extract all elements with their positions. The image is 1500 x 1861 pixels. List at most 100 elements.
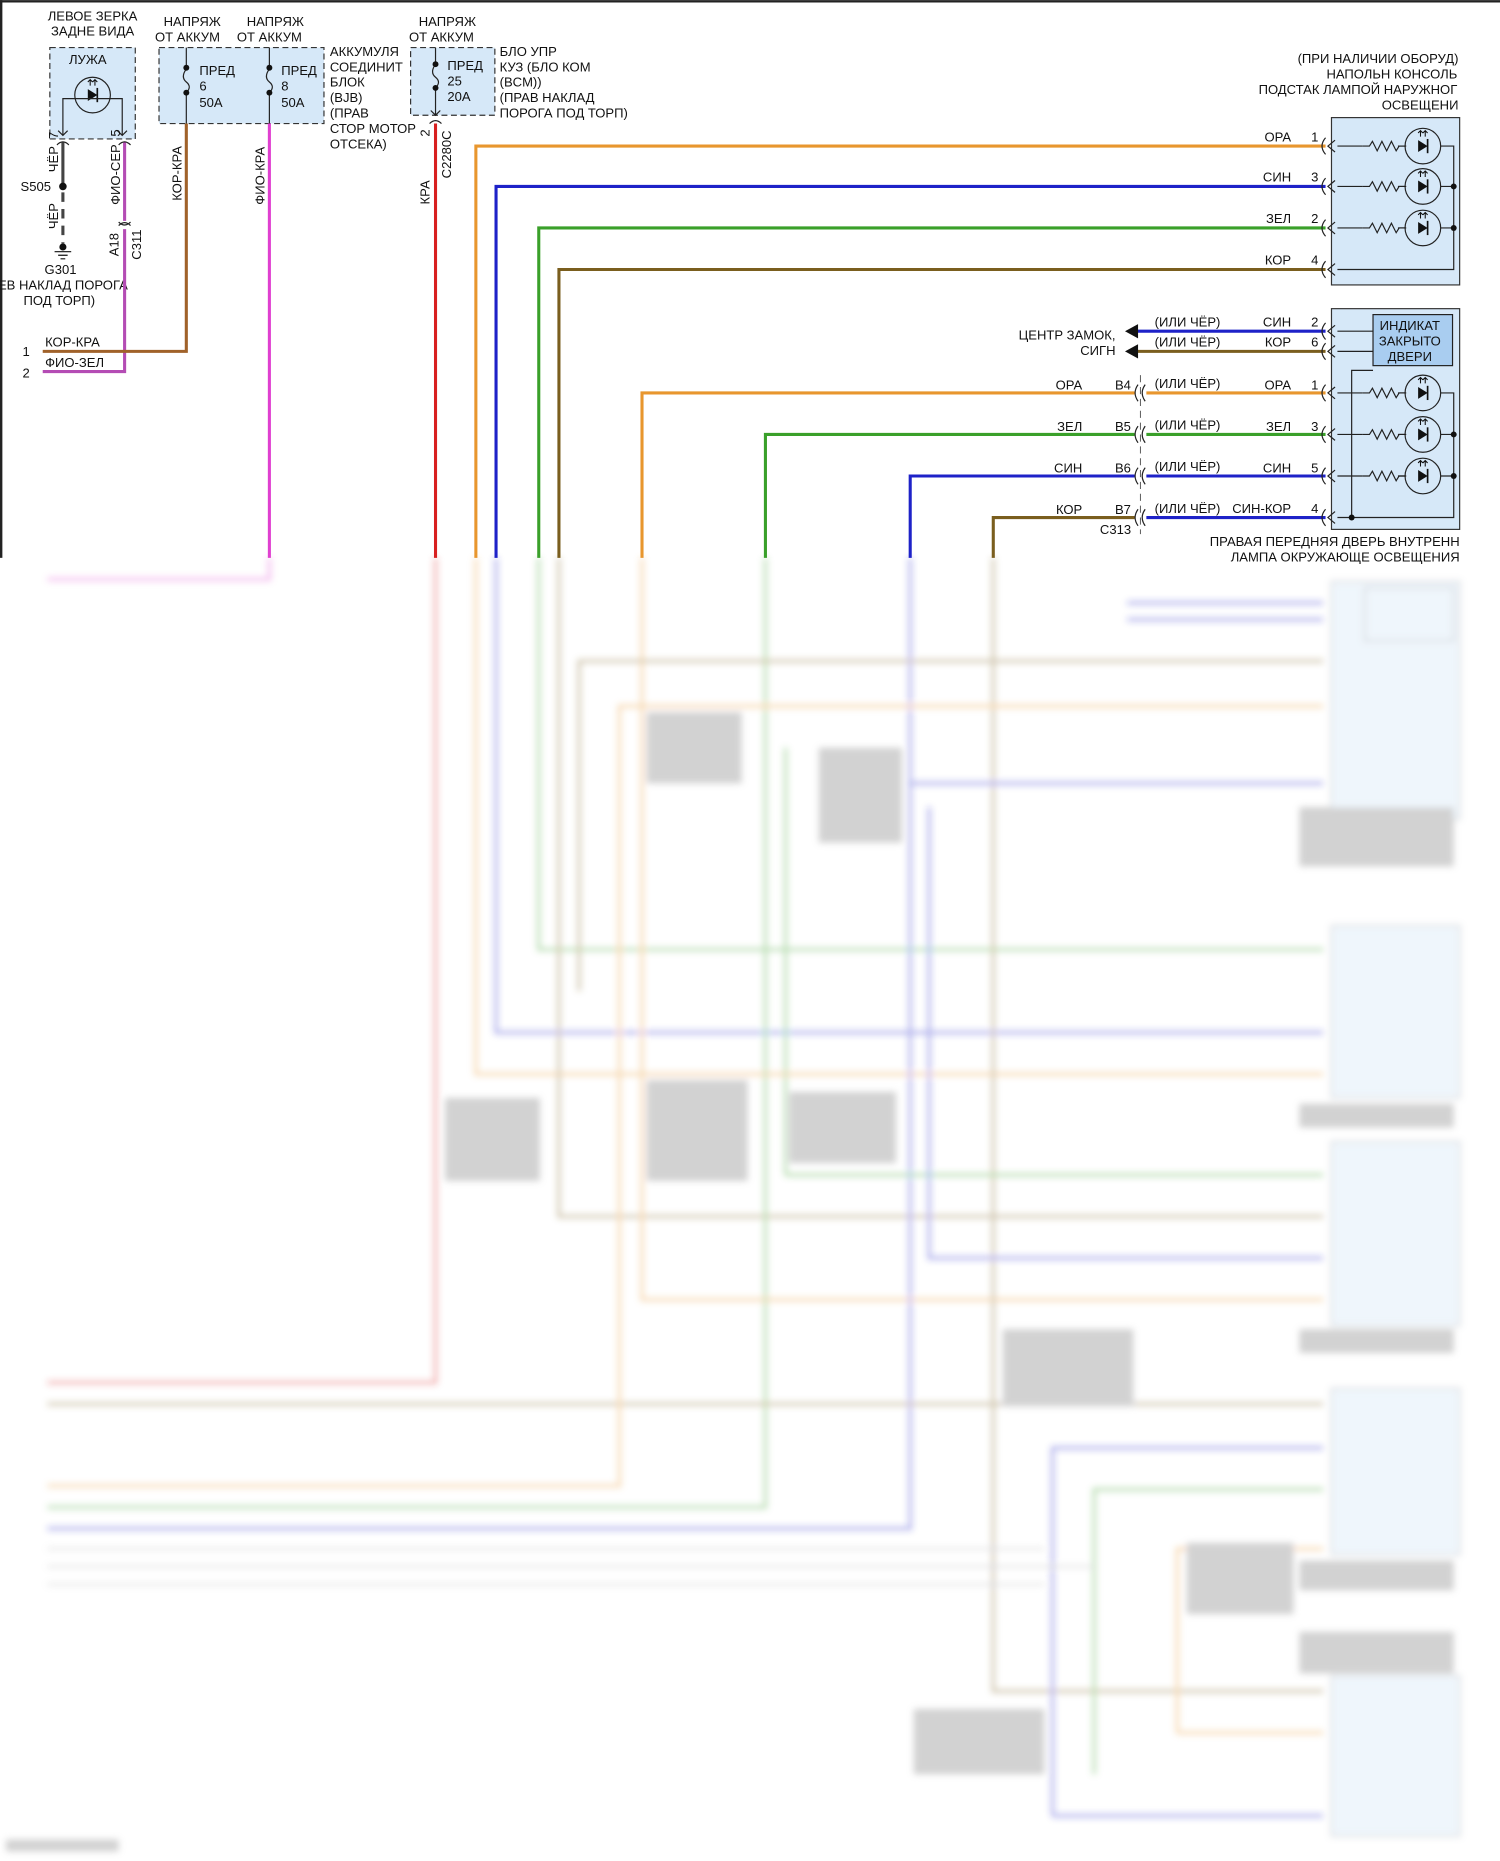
battery-junction-box: НАПРЯЖ ОТ АККУМ НАПРЯЖ ОТ АККУМ ПРЕД 6 5… <box>155 14 416 151</box>
door-ajar-indicator-box <box>1372 314 1454 367</box>
component-label: БЛОК <box>330 75 365 90</box>
mirror-title: ЛЕВОЕ ЗЕРКА <box>48 8 138 23</box>
mirror-title: ЗАДНЕ ВИДА <box>51 24 135 39</box>
component-label: (BCM)) <box>500 75 542 90</box>
ground-label: G301 <box>45 262 77 277</box>
connector-pin-label: B4 <box>1115 377 1131 392</box>
wire-color-label: КОР <box>1056 502 1083 517</box>
component-label: КУЗ (БЛО КОМ <box>500 59 591 74</box>
splice-label: S505 <box>21 179 51 194</box>
splice-dot <box>59 182 67 191</box>
wire-color-label: ЗЕЛ <box>1266 419 1291 434</box>
wire-green-door <box>763 432 1326 558</box>
wire-brown-red <box>42 123 188 353</box>
wire-color-label: КОР-КРА <box>45 335 100 350</box>
pin-label: 2 <box>418 129 433 136</box>
wire-green <box>537 226 1326 558</box>
fuse-label: ПРЕД <box>199 63 235 78</box>
wire-color-label: ФИО-КРА <box>253 146 268 204</box>
component-label: (ПРАВ НАКЛАД <box>500 90 595 105</box>
connector-pin-label: A18 <box>107 233 122 256</box>
pin-label: 4 <box>1311 501 1318 516</box>
component-label: СТОР МОТОР <box>330 121 416 136</box>
supply-label: ОТ АККУМ <box>155 30 220 45</box>
wire-color-label: ОРА <box>1264 377 1291 392</box>
wire-blue-door <box>908 474 1326 558</box>
wire-color-label: ОРА <box>1056 377 1083 392</box>
alt-color-label: (ИЛИ ЧЁР) <box>1155 418 1221 433</box>
connector-label: C313 <box>1100 522 1131 537</box>
pin-label: 7 <box>46 132 61 139</box>
alt-color-label: (ИЛИ ЧЁР) <box>1155 376 1221 391</box>
wire-brown-door <box>991 515 1135 558</box>
component-label: АККУМУЛЯ <box>330 44 399 59</box>
wire-color-label: ЗЕЛ <box>1266 211 1291 226</box>
pin-label: 2 <box>23 365 30 380</box>
connector-c313 <box>1134 375 1146 535</box>
wire-blue <box>494 184 1326 558</box>
alt-color-label: (ИЛИ ЧЁР) <box>1155 314 1221 329</box>
indicator-label: ДВЕРИ <box>1388 349 1432 364</box>
supply-label: НАПРЯЖ <box>247 14 304 29</box>
component-label: ПРАВАЯ ПЕРЕДНЯЯ ДВЕРЬ ВНУТРЕНН <box>1210 534 1460 549</box>
pin-label: 1 <box>1311 377 1318 392</box>
wire-orange <box>474 144 1326 558</box>
connector-pin-label: B5 <box>1115 419 1131 434</box>
pin-label: 2 <box>1311 314 1318 329</box>
pin-label: 4 <box>1311 253 1318 268</box>
alt-color-label: (ИЛИ ЧЁР) <box>1155 501 1221 516</box>
wire-color-label: КОР <box>1265 335 1292 350</box>
fuse-number: 25 <box>447 74 462 89</box>
fuse-icon <box>430 47 441 117</box>
component-label: ПОДСТАК ЛАМПОЙ НАРУЖНОГ <box>1259 82 1458 97</box>
supply-label: НАПРЯЖ <box>419 14 476 29</box>
component-label: ОСВЕЩЕНИ <box>1382 97 1459 112</box>
connector-pin-label: B6 <box>1115 460 1131 475</box>
wire-color-label: СИН <box>1263 170 1291 185</box>
blurred-lower-diagram <box>5 557 1461 1852</box>
fuse-icon <box>182 47 190 124</box>
alt-color-label: (ИЛИ ЧЁР) <box>1155 335 1221 350</box>
wire-color-label: КОР-КРА <box>170 146 185 201</box>
ground-location: ЕВ НАКЛАД ПОРОГА <box>0 278 128 293</box>
wire-color-label: ФИО-СЕР <box>108 144 123 205</box>
fuse-rating: 20A <box>447 89 471 104</box>
wire-color-label: ЧЁР <box>46 203 61 229</box>
wire-color-label: ЗЕЛ <box>1057 419 1082 434</box>
pin-label: 5 <box>1311 460 1318 475</box>
component-label: СОЕДИНИТ <box>330 59 403 74</box>
wire-color-label: ОРА <box>1264 129 1291 144</box>
ground-location: ПОД ТОРП) <box>24 293 96 308</box>
pin-label: 6 <box>1311 335 1318 350</box>
connector-pin-label: B7 <box>1115 502 1131 517</box>
component-label: (ПРИ НАЛИЧИИ ОБОРУД) <box>1298 51 1459 66</box>
fuse-icon <box>265 47 273 124</box>
fuse-label: ПРЕД <box>281 63 317 78</box>
fuse-label: ПРЕД <box>447 58 483 73</box>
ground-icon <box>54 243 72 260</box>
pin-label: 2 <box>1311 211 1318 226</box>
connector-label: C311 <box>129 229 144 259</box>
wire-color-label: СИН <box>1054 460 1082 475</box>
component-label: (ПРАВ <box>330 106 369 121</box>
destination-label: ЦЕНТР ЗАМОК, <box>1019 328 1116 343</box>
console-ambient-lamp: (ПРИ НАЛИЧИИ ОБОРУД) НАПОЛЬН КОНСОЛЬ ПОД… <box>1259 51 1461 286</box>
alt-color-label: (ИЛИ ЧЁР) <box>1155 459 1221 474</box>
bjb-box <box>158 46 325 125</box>
wire-color-label: СИН <box>1263 460 1291 475</box>
wire-color-label: КОР <box>1265 253 1292 268</box>
connector-label: C2280C <box>439 130 454 178</box>
puddle-lamp-label: ЛУЖА <box>69 52 107 67</box>
supply-label: ОТ АККУМ <box>409 30 474 45</box>
component-label: (BJB) <box>330 90 363 105</box>
pin-label: 1 <box>23 344 30 359</box>
pin-label: 3 <box>1311 419 1318 434</box>
fuse-rating: 50A <box>199 95 223 110</box>
bcm-box <box>410 46 496 116</box>
wire-brown <box>557 267 1326 558</box>
pin-label: 1 <box>1311 129 1318 144</box>
wire-color-label: СИН <box>1263 314 1291 329</box>
wire-color-label: ЧЁР <box>46 146 61 172</box>
